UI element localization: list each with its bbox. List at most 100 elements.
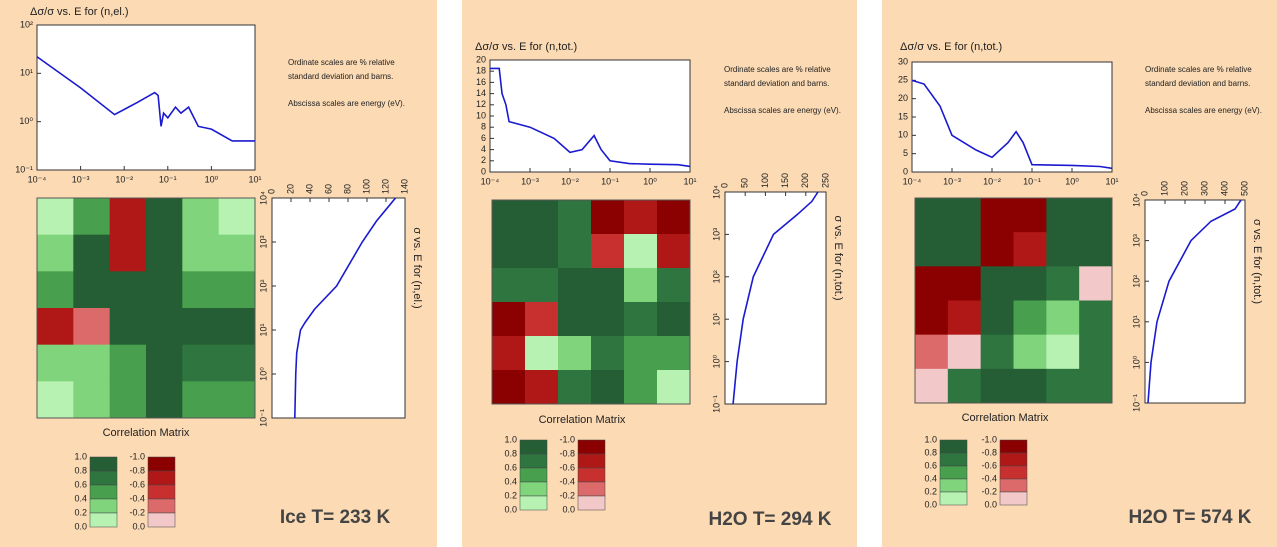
- panel-label: H2O T= 574 K: [1128, 507, 1251, 528]
- heat-cell: [1013, 266, 1047, 301]
- y-tick-label: 10⁴: [258, 191, 268, 205]
- heat-cell: [558, 234, 592, 269]
- heat-cell: [558, 268, 592, 303]
- heat-cell: [1079, 334, 1113, 370]
- x-tick-label: 0: [719, 183, 729, 188]
- heat-cell: [1013, 334, 1047, 370]
- colorbar-label: 1.0: [504, 434, 517, 444]
- colorbar-label: -1.0: [559, 434, 575, 444]
- heat-cell: [37, 271, 74, 309]
- heat-cell: [558, 370, 592, 405]
- heat-cell: [558, 336, 592, 371]
- colorbar-label: 0.0: [74, 521, 87, 531]
- x-tick-label: 10⁻¹: [1023, 176, 1041, 186]
- colorbar-label: -0.2: [981, 486, 997, 496]
- heat-cell: [73, 198, 111, 236]
- heat-cell: [657, 336, 691, 371]
- heat-cell: [657, 200, 691, 235]
- heat-cell: [558, 302, 592, 337]
- colorbar-swatch: [89, 498, 118, 514]
- note: Abscissa scales are energy (eV).: [1145, 106, 1262, 115]
- x-tick-label: 120: [380, 179, 390, 194]
- y-tick-label: 10²: [1131, 275, 1141, 288]
- heat-cell: [218, 308, 256, 346]
- x-tick-label: 10⁻²: [561, 176, 579, 186]
- colorbar-swatch: [89, 484, 118, 500]
- note: Abscissa scales are energy (eV).: [288, 99, 405, 108]
- heat-cell: [73, 308, 111, 346]
- heat-cell: [218, 198, 256, 236]
- plot-area: [489, 59, 691, 173]
- heat-cell: [591, 200, 625, 235]
- y-tick-label: 10¹: [258, 323, 268, 336]
- colorbar-label: 0.2: [924, 486, 937, 496]
- panel-label: H2O T= 294 K: [708, 509, 831, 530]
- note: standard deviation and barns.: [724, 79, 829, 88]
- heat-cell: [492, 302, 526, 337]
- y-tick-label: 10: [476, 110, 486, 120]
- y-tick-label: 10⁰: [711, 354, 721, 368]
- colorbar-label: -0.8: [981, 447, 997, 457]
- heat-cell: [947, 368, 982, 404]
- heat-cell: [915, 232, 949, 267]
- plot-area: [36, 24, 256, 171]
- data-line: [36, 56, 255, 142]
- heat-cell: [109, 271, 147, 309]
- x-tick-label: 10¹: [1105, 176, 1118, 186]
- colorbar-swatch: [519, 439, 548, 455]
- chart-title: Δσ/σ vs. E for (n,tot.): [900, 41, 1002, 53]
- y-tick-label: 10⁻¹: [15, 164, 33, 174]
- data-line: [732, 191, 819, 405]
- heat-cell: [1046, 300, 1080, 336]
- y-tick-label: 30: [898, 56, 908, 66]
- colorbar-swatch: [519, 481, 548, 497]
- chart-title: σ vs. E for (n,tot.): [832, 215, 844, 300]
- heat-cell: [1046, 232, 1080, 267]
- heat-cell: [657, 268, 691, 303]
- colorbar-swatch: [577, 453, 606, 469]
- x-tick-label: 0: [266, 189, 276, 194]
- heat-cell: [109, 344, 147, 382]
- x-tick-label: 10⁰: [205, 174, 219, 184]
- x-tick-label: 20: [285, 184, 295, 194]
- x-tick-label: 10¹: [683, 176, 696, 186]
- y-tick-label: 15: [898, 111, 908, 121]
- heat-cell: [182, 198, 220, 236]
- colorbar-swatch: [577, 439, 606, 455]
- heatmap-title: Correlation Matrix: [962, 412, 1049, 424]
- heat-cell: [558, 200, 592, 235]
- colorbar-label: 0.6: [504, 462, 517, 472]
- heat-cell: [657, 234, 691, 269]
- heat-cell: [624, 234, 658, 269]
- heat-cell: [146, 234, 183, 272]
- note: standard deviation and barns.: [1145, 79, 1250, 88]
- heat-cell: [492, 370, 526, 405]
- heat-cell: [182, 234, 220, 272]
- x-tick-label: 10⁻³: [943, 176, 961, 186]
- y-tick-label: 10⁴: [1131, 193, 1141, 207]
- colorbar-label: 0.8: [924, 447, 937, 457]
- y-tick-label: 20: [898, 93, 908, 103]
- y-tick-label: 20: [476, 54, 486, 64]
- x-tick-label: 10⁻²: [115, 174, 133, 184]
- y-tick-label: 10⁰: [1131, 355, 1141, 369]
- x-tick-label: 10⁻³: [72, 174, 90, 184]
- heat-cell: [1013, 198, 1047, 233]
- y-tick-label: 10¹: [20, 68, 33, 78]
- heat-cell: [1013, 368, 1047, 404]
- heat-cell: [591, 268, 625, 303]
- colorbar-swatch: [89, 456, 118, 472]
- heat-cell: [182, 381, 220, 419]
- heat-cell: [525, 200, 559, 235]
- heat-cell: [657, 370, 691, 405]
- y-tick-label: 10³: [258, 235, 268, 248]
- heat-cell: [109, 381, 147, 419]
- heat-cell: [1046, 266, 1080, 301]
- y-tick-label: 10³: [1131, 234, 1141, 247]
- colorbar-label: -0.6: [981, 460, 997, 470]
- heat-cell: [947, 300, 982, 336]
- x-tick-label: 400: [1219, 181, 1229, 196]
- colorbar-swatch: [939, 465, 968, 480]
- heat-cell: [947, 266, 982, 301]
- x-tick-label: 200: [1179, 181, 1189, 196]
